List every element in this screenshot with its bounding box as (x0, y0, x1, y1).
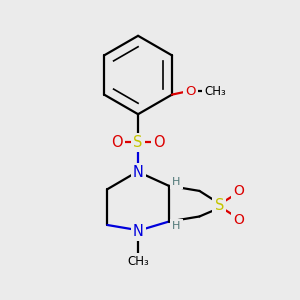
Text: CH₃: CH₃ (204, 85, 226, 98)
Text: H: H (172, 177, 180, 187)
Text: O: O (111, 135, 123, 150)
Text: O: O (233, 184, 244, 198)
Text: S: S (134, 135, 143, 150)
Text: O: O (153, 135, 165, 150)
Text: CH₃: CH₃ (127, 255, 149, 268)
Text: O: O (185, 85, 196, 98)
Text: S: S (214, 198, 224, 213)
Text: N: N (133, 165, 143, 180)
Text: N: N (133, 224, 143, 238)
Text: O: O (233, 213, 244, 227)
Text: H: H (172, 221, 180, 231)
